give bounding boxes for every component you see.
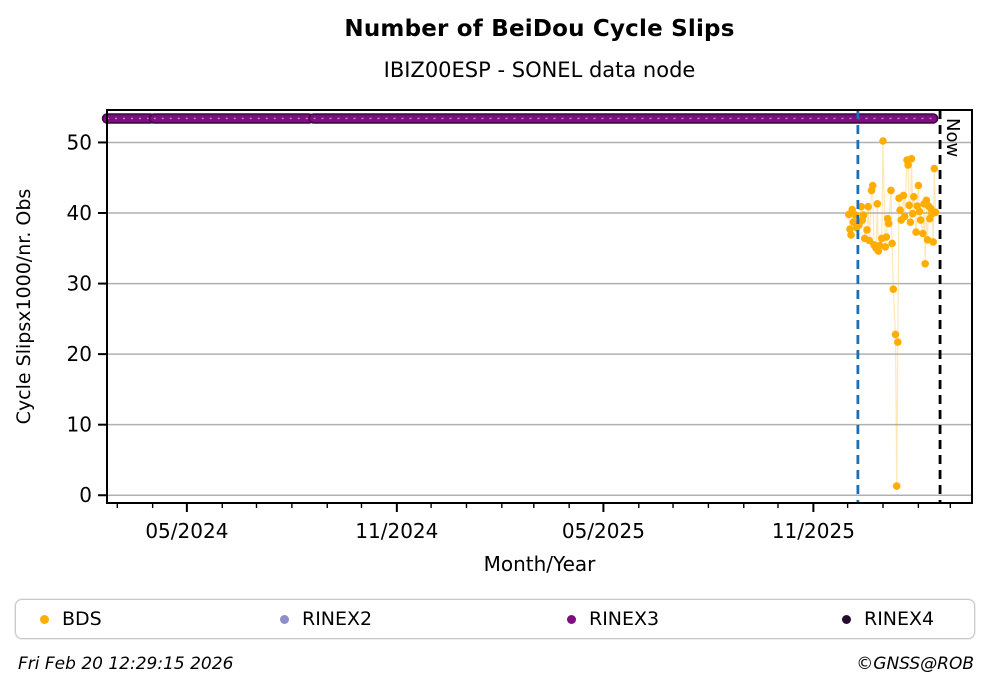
- bds-point: [884, 219, 893, 228]
- gridline-layer: [107, 141, 972, 496]
- bds-point: [868, 181, 877, 190]
- y-tick-label: 40: [67, 201, 92, 225]
- copyright-credit: ©GNSS@ROB: [856, 654, 974, 674]
- bds-point: [916, 216, 925, 224]
- chart-canvas: Now 0 10 20 30 40 50 05/2024 11/2024 05/2025 11/2…: [13, 109, 973, 576]
- legend-label-bds: BDS: [62, 608, 102, 630]
- bds-point: [931, 208, 940, 217]
- legend-label-rinex3: RINEX3: [589, 608, 660, 630]
- legend-box: BDS RINEX2 RINEX3 RINEX4: [15, 599, 975, 639]
- axes-frame-layer: [106, 109, 973, 504]
- x-axis-label: Month/Year: [484, 552, 597, 576]
- bds-point: [923, 236, 932, 244]
- x-tick-label: 11/2025: [772, 519, 855, 543]
- bds-point: [908, 209, 917, 218]
- y-tick-label: 10: [67, 413, 92, 437]
- bds-point: [882, 233, 891, 241]
- bds-point: [891, 330, 900, 339]
- now-line-label: Now: [942, 118, 963, 157]
- legend-label-rinex2: RINEX2: [302, 608, 373, 630]
- rinex2-marker-icon: [280, 614, 289, 624]
- bds-point: [875, 241, 884, 250]
- bds-marker-icon: [40, 614, 49, 624]
- bds-point: [930, 164, 939, 173]
- rinex3-marker-icon: [567, 614, 576, 624]
- y-axis-label: Cycle Slipsx1000/nr. Obs: [13, 189, 35, 425]
- y-tick-label: 0: [79, 483, 92, 507]
- bds-point: [915, 207, 924, 216]
- marker-line-layer: Now: [856, 110, 963, 503]
- bds-point: [921, 260, 929, 268]
- bds-point: [887, 186, 895, 195]
- bds-point: [929, 238, 937, 246]
- bds-point: [881, 243, 890, 251]
- plot-frame: [106, 109, 973, 504]
- bds-point: [847, 231, 855, 239]
- bds-point: [873, 200, 882, 208]
- generation-timestamp: Fri Feb 20 12:29:15 2026: [18, 654, 234, 674]
- chart-subtitle: IBIZ00ESP - SONEL data node: [383, 58, 696, 82]
- y-tick-label: 30: [67, 272, 92, 296]
- y-tick-label: 50: [67, 130, 92, 154]
- bds-point: [879, 137, 887, 145]
- bds-point: [906, 218, 915, 226]
- bds-point: [888, 239, 896, 248]
- bds-point: [859, 211, 868, 219]
- legend-item-rinex3: RINEX3: [567, 600, 659, 638]
- bds-point: [846, 225, 854, 233]
- axis-label-layer: Month/Year Cycle Slipsx1000/nr. Obs: [13, 189, 596, 576]
- bds-point: [857, 202, 866, 211]
- bds-point: [900, 212, 909, 221]
- bds-point: [863, 226, 871, 234]
- chart-title: Number of BeiDou Cycle Slips: [344, 16, 735, 42]
- bds-point: [912, 228, 920, 236]
- series-layer: [101, 113, 940, 490]
- x-tick-label: 05/2025: [562, 519, 645, 543]
- legend-item-rinex2: RINEX2: [280, 600, 372, 638]
- bds-point: [892, 482, 901, 490]
- y-tick-label: 20: [67, 342, 92, 366]
- bds-point: [919, 229, 927, 238]
- bds-point: [922, 196, 931, 205]
- rinex4-marker-icon: [842, 614, 851, 624]
- bds-point: [905, 201, 913, 210]
- bds-point: [896, 206, 904, 214]
- legend-label-rinex4: RINEX4: [864, 608, 935, 630]
- bds-point: [848, 205, 856, 214]
- tick-layer: 0 10 20 30 40 50 05/2024 11/2024 05/2025 11/2025: [67, 130, 952, 543]
- bds-point: [914, 181, 923, 190]
- legend-item-rinex4: RINEX4: [842, 600, 934, 638]
- legend-item-bds: BDS: [40, 600, 102, 638]
- bds-point: [907, 154, 916, 163]
- bds-point: [864, 202, 872, 211]
- bds-point: [849, 218, 858, 226]
- x-tick-label: 05/2024: [145, 519, 228, 543]
- bds-point: [889, 285, 898, 294]
- bds-point: [899, 191, 908, 200]
- bds-point: [904, 161, 912, 169]
- bds-point: [894, 338, 902, 346]
- x-tick-label: 11/2024: [355, 519, 438, 543]
- bds-point: [910, 193, 918, 201]
